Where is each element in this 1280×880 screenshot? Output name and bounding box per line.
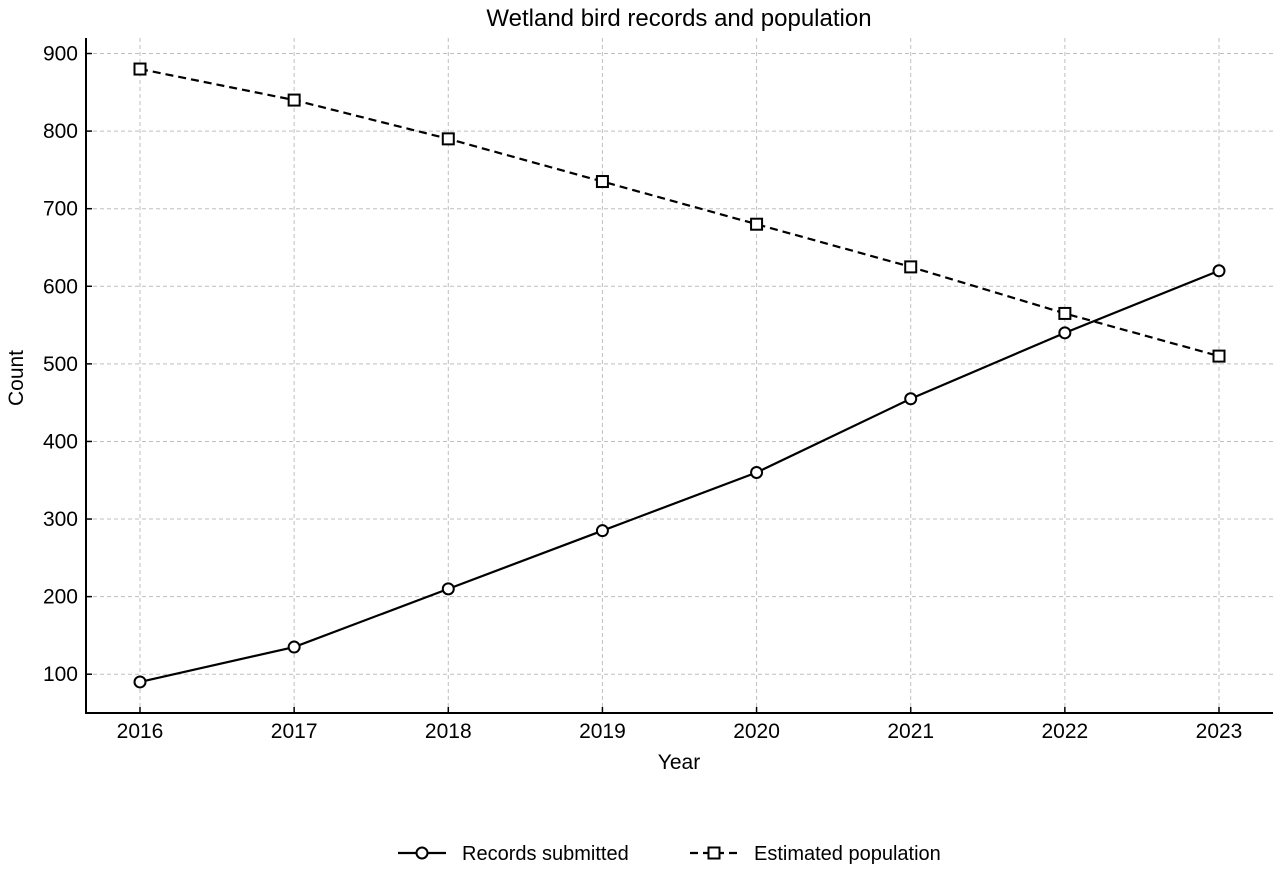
y-tick-label: 400: [43, 430, 78, 453]
series-line: [139, 269, 1220, 684]
axes-layer: [85, 38, 1273, 714]
x-tick-label: 2021: [887, 720, 934, 743]
legend-swatch-marker: [707, 846, 721, 860]
data-point: [595, 175, 609, 189]
data-point: [133, 62, 147, 76]
x-axis-label: Year: [658, 751, 700, 774]
data-point: [133, 675, 147, 689]
y-tick-label: 600: [43, 275, 78, 298]
data-point: [441, 582, 455, 596]
legend-label: Estimated population: [754, 843, 941, 865]
legend-entry: Estimated population: [690, 843, 941, 865]
legend: Records submitted Estimated population: [398, 843, 941, 865]
data-point: [750, 217, 764, 231]
x-tick-label: 2016: [117, 720, 164, 743]
series-2: [133, 62, 1226, 363]
x-tick-label: 2019: [579, 720, 626, 743]
data-point: [441, 132, 455, 146]
series-layer: [133, 62, 1226, 689]
x-tick-label: 2023: [1196, 720, 1243, 743]
y-tick-label: 200: [43, 586, 78, 609]
x-tick-label: 2022: [1041, 720, 1088, 743]
y-tick-label: 700: [43, 198, 78, 221]
data-point: [1058, 306, 1072, 320]
x-ticks: 2016 2017 2018 2019 2020 2021 2022 2023: [117, 707, 1243, 743]
x-tick-label: 2020: [733, 720, 780, 743]
y-axis-label: Count: [5, 350, 28, 406]
data-point: [595, 524, 609, 538]
grid-layer: [86, 38, 1273, 713]
legend-swatch-marker: [415, 846, 429, 860]
series-line: [139, 67, 1220, 358]
data-point: [904, 392, 918, 406]
data-point: [287, 93, 301, 107]
data-point: [904, 260, 918, 274]
y-tick-label: 500: [43, 353, 78, 376]
data-point: [287, 640, 301, 654]
data-point: [1058, 326, 1072, 340]
y-ticks: 100 200 300 400 500 600 700 800 900: [43, 43, 92, 686]
y-tick-label: 300: [43, 508, 78, 531]
x-tick-label: 2018: [425, 720, 472, 743]
data-point: [750, 465, 764, 479]
y-tick-label: 900: [43, 43, 78, 66]
y-tick-label: 800: [43, 120, 78, 143]
legend-label: Records submitted: [462, 843, 629, 865]
chart-title: Wetland bird records and population: [486, 5, 871, 32]
data-point: [1212, 349, 1226, 363]
y-tick-label: 100: [43, 663, 78, 686]
data-point: [1212, 264, 1226, 278]
x-tick-label: 2017: [271, 720, 318, 743]
legend-entry: Records submitted: [398, 843, 629, 865]
series-1: [133, 264, 1226, 689]
